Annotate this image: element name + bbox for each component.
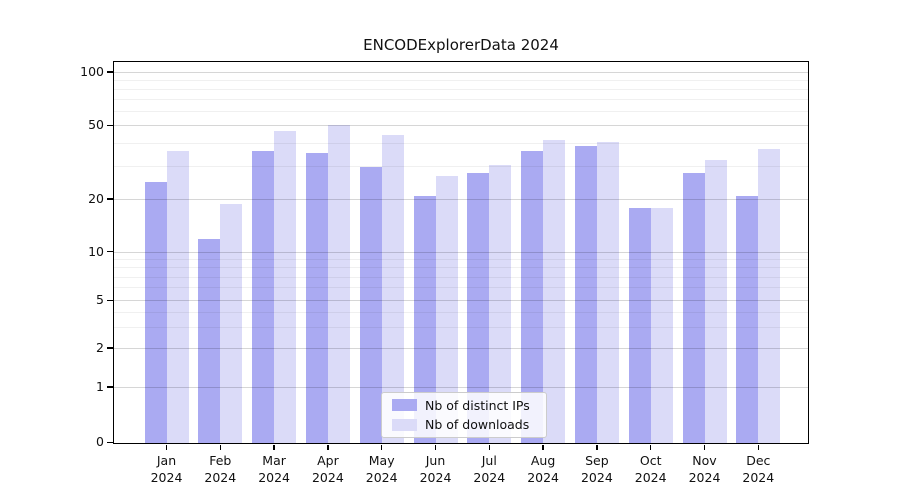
- minor-gridline-9: [114, 258, 808, 260]
- minor-gridline-40: [114, 143, 808, 145]
- y-tick-label: 1: [96, 378, 104, 394]
- y-tick-label: 50: [88, 117, 104, 133]
- y-tick-mark: [107, 299, 113, 301]
- bar-ips-sep: [574, 146, 597, 443]
- legend-item-downloads: Nb of downloads: [392, 417, 536, 434]
- bar-downloads-jan: [166, 150, 189, 443]
- bar-ips-dec: [736, 196, 759, 443]
- bar-downloads-aug: [543, 140, 566, 443]
- y-tick-label: 10: [88, 243, 104, 259]
- legend-label: Nb of downloads: [425, 417, 530, 433]
- bar-ips-jul: [467, 172, 490, 443]
- y-tick-mark: [107, 124, 113, 127]
- minor-gridline-30: [114, 166, 808, 168]
- x-tick-mark: [650, 445, 652, 450]
- x-tick-mark: [434, 445, 437, 450]
- y-axis: 100 50 20 10 5 2 1 0: [80, 62, 808, 449]
- minor-gridline-8: [114, 267, 808, 269]
- bar-ips-jun: [413, 196, 436, 443]
- y-tick-mark: [107, 251, 113, 253]
- chart-title: ENCODExplorerData 2024: [363, 36, 559, 54]
- minor-gridline-70: [114, 99, 808, 101]
- y-tick-mark: [107, 386, 113, 388]
- minor-gridline-90: [114, 80, 808, 82]
- gridlines-layer: [114, 62, 808, 443]
- x-tick-label-sep: Sep 2024: [580, 453, 613, 485]
- y-tick-label: 0: [96, 434, 104, 449]
- bar-ips-may: [359, 167, 382, 443]
- bar-ips-aug: [521, 150, 544, 443]
- bar-downloads-sep: [596, 142, 619, 443]
- bar-ips-apr: [305, 152, 328, 443]
- distinct-ips-swatch-icon: [392, 399, 417, 412]
- bar-downloads-nov: [704, 159, 727, 443]
- legend: Nb of distinct IPs Nb of downloads: [381, 392, 547, 438]
- bar-ips-jan: [144, 182, 167, 443]
- bar-ips-nov: [682, 172, 705, 443]
- plot-area: 100 50 20 10 5 2 1 0 Jan 2024 Feb 2024 Mar 2024 Ap…: [80, 61, 809, 485]
- bar-downloads-jun: [435, 175, 458, 443]
- y-tick-mark: [107, 441, 113, 443]
- major-gridline-10: [114, 251, 808, 253]
- x-tick-label-jul: Jul 2024: [473, 453, 506, 485]
- y-tick-label: 5: [96, 292, 104, 308]
- x-tick-mark: [757, 445, 759, 450]
- bar-downloads-jul: [489, 164, 512, 443]
- bar-ips-mar: [252, 150, 275, 443]
- minor-gridline-7: [114, 276, 808, 278]
- y-tick-mark: [107, 71, 113, 73]
- major-gridline-2: [114, 347, 808, 349]
- minor-gridline-6: [114, 287, 808, 289]
- x-tick-mark: [703, 445, 706, 450]
- x-tick-label-dec: Dec 2024: [742, 453, 775, 485]
- y-tick-mark: [107, 347, 113, 349]
- major-gridline-20: [114, 198, 808, 200]
- x-tick-label-feb: Feb 2024: [204, 453, 237, 485]
- y-tick-label: 100: [80, 63, 104, 79]
- bar-downloads-apr: [327, 124, 350, 443]
- y-tick-mark: [107, 198, 113, 200]
- x-tick-label-jan: Jan 2024: [150, 453, 183, 485]
- x-tick-mark: [542, 445, 544, 450]
- x-tick-label-aug: Aug 2024: [527, 453, 559, 485]
- y-tick-label: 20: [88, 190, 104, 206]
- x-tick-label-jun: Jun 2024: [419, 453, 452, 485]
- x-tick-label-nov: Nov 2024: [688, 453, 721, 485]
- bars-layer: [114, 62, 808, 443]
- minor-gridline-4: [114, 311, 808, 313]
- x-tick-label-apr: Apr 2024: [311, 453, 344, 485]
- legend-item-distinct-ips: Nb of distinct IPs: [392, 397, 536, 414]
- bar-downloads-oct: [650, 207, 673, 443]
- legend-label: Nb of distinct IPs: [425, 397, 530, 413]
- minor-gridline-80: [114, 89, 808, 91]
- bar-downloads-feb: [220, 203, 243, 443]
- major-gridline-100: [114, 71, 808, 73]
- x-tick-mark: [273, 445, 275, 450]
- x-tick-mark: [219, 445, 221, 450]
- downloads-swatch-icon: [392, 418, 417, 431]
- x-tick-mark: [596, 445, 598, 450]
- x-tick-mark: [327, 445, 329, 450]
- x-axis: Jan 2024 Feb 2024 Mar 2024 Apr 2024 May 2024…: [114, 62, 808, 485]
- major-gridline-5: [114, 300, 808, 302]
- major-gridline-50: [114, 125, 808, 127]
- bar-ips-feb: [198, 238, 221, 443]
- x-tick-mark: [488, 445, 490, 450]
- bar-downloads-dec: [758, 148, 781, 443]
- x-tick-label-mar: Mar 2024: [258, 453, 290, 485]
- bar-ips-oct: [628, 207, 651, 443]
- x-tick-label-may: May 2024: [365, 453, 398, 485]
- minor-gridline-3: [114, 326, 808, 328]
- y-tick-label: 2: [96, 339, 104, 355]
- bar-downloads-may: [381, 134, 404, 443]
- x-tick-mark: [165, 445, 168, 450]
- x-tick-mark: [381, 445, 383, 450]
- major-gridline-1: [114, 386, 808, 388]
- bar-downloads-mar: [274, 131, 297, 443]
- minor-gridline-60: [114, 111, 808, 113]
- x-tick-label-oct: Oct 2024: [634, 453, 667, 485]
